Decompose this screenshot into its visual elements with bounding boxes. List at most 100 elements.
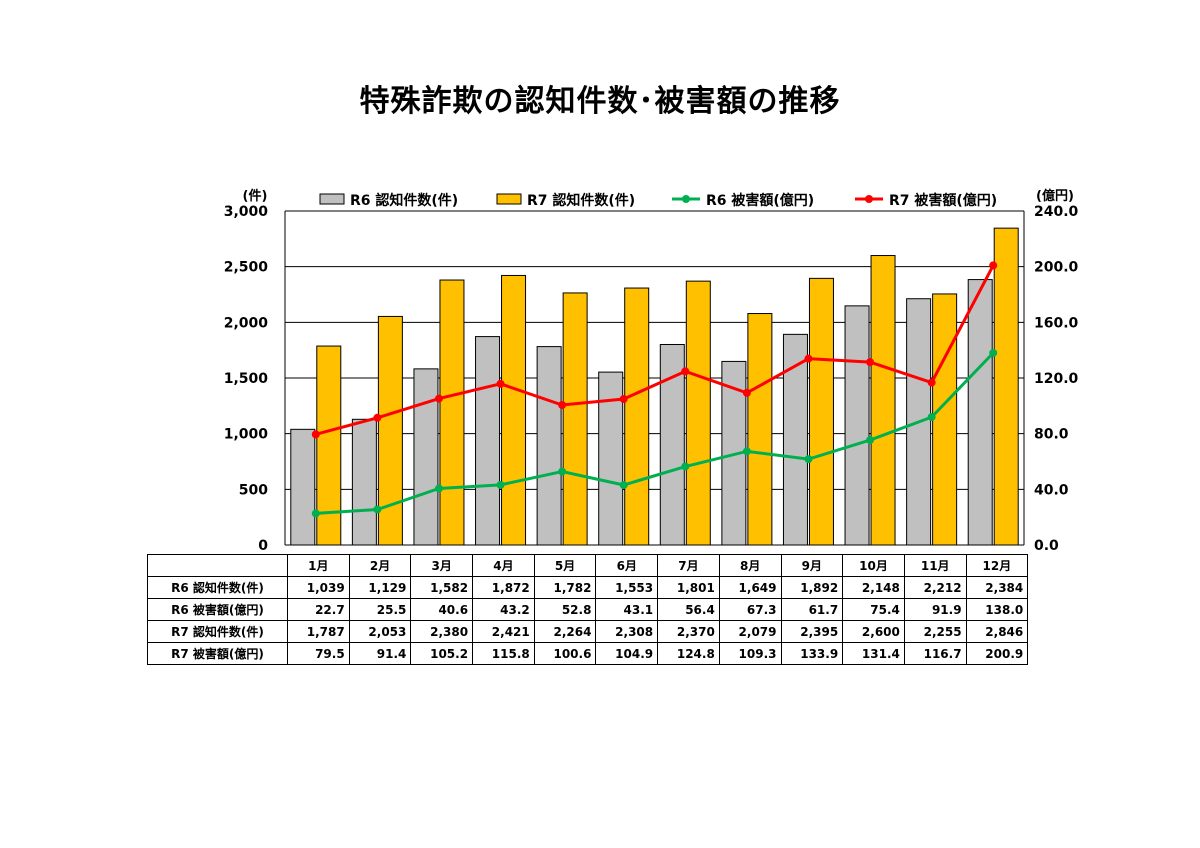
- point-r6: [434, 484, 443, 493]
- table-cell: 25.5: [348, 598, 412, 621]
- y-left-tick-label: 0: [258, 538, 268, 554]
- table-month-header: 12月: [965, 554, 1029, 577]
- y-left-tick-label: 1,000: [224, 427, 269, 443]
- table-cell: 124.8: [657, 642, 720, 665]
- legend-label: R6 認知件数(件): [350, 192, 458, 209]
- table-row: R7 認知件数(件) 1,787 2,053 2,380 2,421 2,264 2,308…: [147, 620, 1029, 643]
- table-month-header: 3月: [410, 554, 474, 577]
- point-r6: [373, 505, 382, 514]
- table-cell: 2,264: [533, 620, 597, 643]
- table-cell: 2,846: [965, 620, 1029, 643]
- table-cell: 40.6: [410, 598, 474, 621]
- table-cell: 22.7: [287, 598, 350, 621]
- bar-r6: [351, 418, 377, 546]
- legend-label: R6 被害額(億円): [706, 192, 814, 209]
- table-cell: 116.7: [903, 642, 967, 665]
- bar-r6: [475, 336, 501, 546]
- table-cell: 2,384: [965, 576, 1029, 599]
- point-r6: [311, 509, 320, 518]
- table-cell: 100.6: [533, 642, 597, 665]
- table-cell: 200.9: [965, 642, 1029, 665]
- point-r7: [373, 413, 382, 422]
- table-cell: 2,395: [780, 620, 844, 643]
- point-r7: [311, 430, 320, 439]
- bar-r6: [413, 368, 439, 546]
- bar-r7: [747, 313, 773, 546]
- point-r6: [742, 447, 751, 456]
- table-corner-cell: [147, 554, 288, 577]
- y-left-tick-label: 1,500: [224, 371, 269, 387]
- table-cell: 2,370: [657, 620, 720, 643]
- table-cell: 104.9: [595, 642, 659, 665]
- bar-r7: [870, 255, 896, 546]
- point-r7: [742, 388, 751, 397]
- table-cell: 138.0: [965, 598, 1029, 621]
- table-body: R6 認知件数(件) 1,039 1,129 1,582 1,872 1,782 1,553…: [147, 576, 1029, 665]
- point-r7: [619, 395, 628, 404]
- table-cell: 1,801: [657, 576, 720, 599]
- y-right-tick-label: 160.0: [1034, 315, 1079, 331]
- table-month-header: 7月: [657, 554, 720, 577]
- y-right-tick-label: 0.0: [1034, 538, 1059, 554]
- bar-r7: [439, 279, 465, 546]
- table-header-row: 1月 2月 3月 4月 5月 6月 7月 8月 9月 10月 11月 12月: [147, 554, 1029, 577]
- table-month-header: 5月: [533, 554, 597, 577]
- y-right-tick-label: 240.0: [1034, 204, 1079, 220]
- series-line-r7: [315, 264, 995, 436]
- legend-label: R7 被害額(億円): [889, 192, 997, 209]
- table-cell: 67.3: [718, 598, 782, 621]
- table-cell: 79.5: [287, 642, 350, 665]
- bar-r7: [993, 227, 1019, 546]
- point-r7: [496, 379, 505, 388]
- point-r7: [927, 378, 936, 387]
- point-r7: [681, 367, 690, 376]
- point-r6: [804, 455, 813, 464]
- bar-r6: [844, 305, 870, 546]
- table-cell: 2,053: [348, 620, 412, 643]
- legend-marker: [682, 195, 690, 203]
- y-left-tick-label: 2,000: [224, 315, 269, 331]
- table-row-label: R6 認知件数(件): [147, 576, 288, 599]
- table-cell: 2,600: [842, 620, 905, 643]
- point-r6: [927, 413, 936, 422]
- legend-swatch: [496, 193, 522, 205]
- point-r7: [866, 358, 875, 367]
- y-right-tick-label: 40.0: [1034, 482, 1069, 498]
- table-month-header: 9月: [780, 554, 844, 577]
- data-table: 1月 2月 3月 4月 5月 6月 7月 8月 9月 10月 11月 12月 R6 認知件数(件) 1,…: [147, 554, 1029, 665]
- table-row-label: R7 被害額(億円): [147, 642, 288, 665]
- y-left-axis-label: (件): [243, 188, 268, 204]
- bar-r7: [562, 292, 588, 546]
- table-cell: 2,380: [410, 620, 474, 643]
- table-cell: 105.2: [410, 642, 474, 665]
- table-row: R7 被害額(億円) 79.5 91.4 105.2 115.8 100.6 104.9 12…: [147, 642, 1029, 665]
- table-cell: 1,129: [348, 576, 412, 599]
- table-row-label: R7 認知件数(件): [147, 620, 288, 643]
- table-cell: 43.1: [595, 598, 659, 621]
- table-cell: 1,782: [533, 576, 597, 599]
- point-r7: [558, 400, 567, 409]
- y-left-tick-label: 3,000: [224, 204, 269, 220]
- table-cell: 61.7: [780, 598, 844, 621]
- legend-swatch: [319, 193, 345, 205]
- bar-r7: [316, 345, 342, 546]
- table-cell: 52.8: [533, 598, 597, 621]
- y-right-tick-label: 80.0: [1034, 427, 1069, 443]
- point-r6: [558, 467, 567, 476]
- table-cell: 109.3: [718, 642, 782, 665]
- table-cell: 91.4: [348, 642, 412, 665]
- bar-r7: [501, 274, 527, 546]
- table-cell: 1,892: [780, 576, 844, 599]
- bar-r7: [624, 287, 650, 546]
- bar-r7: [808, 277, 834, 546]
- bar-r6: [290, 428, 316, 546]
- table-month-header: 2月: [348, 554, 412, 577]
- chart-title: 特殊詐欺の認知件数･被害額の推移: [359, 84, 841, 119]
- table-cell: 2,255: [903, 620, 967, 643]
- table-cell: 1,039: [287, 576, 350, 599]
- table-cell: 56.4: [657, 598, 720, 621]
- point-r6: [989, 348, 998, 357]
- legend-marker: [865, 195, 873, 203]
- table-cell: 2,148: [842, 576, 905, 599]
- point-r6: [681, 462, 690, 471]
